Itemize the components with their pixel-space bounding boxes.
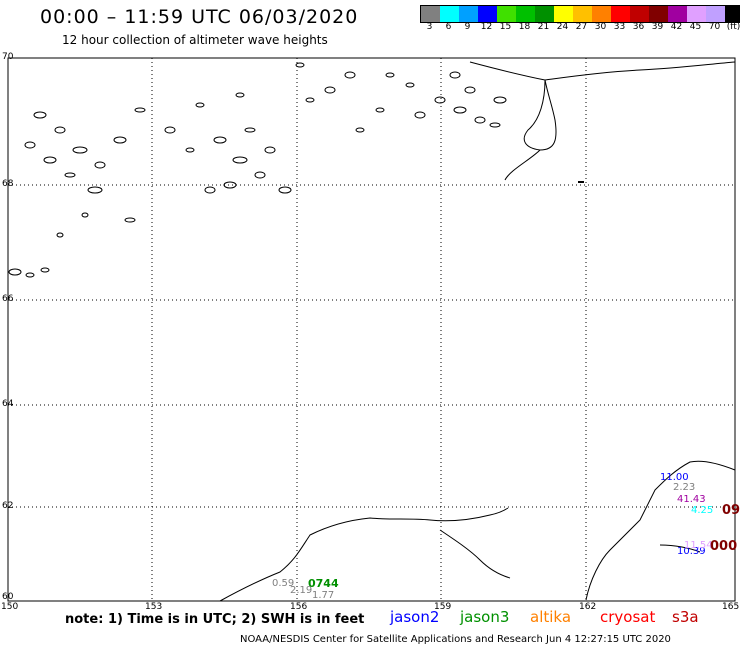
wave-reading: 1.77 xyxy=(312,590,335,601)
wave-reading: 10.39 xyxy=(677,546,706,557)
lat-label-70: 70 xyxy=(2,52,14,62)
wave-reading: 2.19 xyxy=(290,585,313,596)
mission-altika: altika xyxy=(530,608,572,626)
wave-reading: 2.23 xyxy=(673,482,696,493)
legend-swatch xyxy=(459,6,478,22)
page-subtitle: 12 hour collection of altimeter wave hei… xyxy=(62,33,328,47)
legend-label: 12 xyxy=(480,22,493,32)
wave-reading: 000 xyxy=(710,539,738,554)
wave-reading: 11.54 xyxy=(684,540,713,551)
lat-label-68: 68 xyxy=(2,179,14,189)
legend-label: 21 xyxy=(537,22,550,32)
wave-reading: 11.00 xyxy=(660,472,689,483)
mission-cryosat: cryosat xyxy=(600,608,656,626)
sea-ice-fragments xyxy=(8,62,507,278)
legend-swatch xyxy=(535,6,554,22)
legend-label: 39 xyxy=(651,22,664,32)
lat-label-64: 64 xyxy=(2,399,14,409)
color-legend xyxy=(420,5,740,23)
legend-swatch xyxy=(554,6,573,22)
legend-label: (ft) xyxy=(726,22,740,32)
coastline-alaska xyxy=(219,460,736,602)
wave-reading: 0.59 xyxy=(272,578,295,589)
color-legend-labels: 3 6 9 12 15 18 21 24 27 30 33 36 39 42 45 70 (ft) xyxy=(420,22,740,34)
lon-label-153: 153 xyxy=(145,602,163,612)
legend-swatch xyxy=(706,6,725,22)
legend-swatch xyxy=(421,6,440,22)
legend-label: 30 xyxy=(594,22,607,32)
wave-reading: 09 xyxy=(722,503,740,518)
legend-label: 3 xyxy=(426,22,433,32)
legend-swatch xyxy=(516,6,535,22)
legend-label: 27 xyxy=(575,22,588,32)
legend-swatch xyxy=(668,6,687,22)
legend-swatch xyxy=(440,6,459,22)
legend-swatch xyxy=(592,6,611,22)
mission-jason2: jason2 xyxy=(390,608,440,626)
legend-swatch xyxy=(478,6,497,22)
legend-label: 36 xyxy=(632,22,645,32)
wave-reading: 0744 xyxy=(308,577,339,590)
map-frame xyxy=(7,57,736,602)
grid-lines xyxy=(8,58,735,601)
legend-label: 24 xyxy=(556,22,569,32)
lat-label-62: 62 xyxy=(2,501,14,511)
legend-label: 9 xyxy=(464,22,471,32)
wave-reading: 41.43 xyxy=(677,494,706,505)
legend-label: 18 xyxy=(518,22,531,32)
legend-swatch xyxy=(687,6,706,22)
legend-label: 6 xyxy=(445,22,452,32)
legend-swatch xyxy=(611,6,630,22)
legend-label: 15 xyxy=(499,22,512,32)
legend-swatch xyxy=(573,6,592,22)
legend-label: 42 xyxy=(670,22,683,32)
lat-label-60: 60 xyxy=(2,592,14,602)
lat-label-66: 66 xyxy=(2,294,14,304)
page-title: 00:00 – 11:59 UTC 06/03/2020 xyxy=(40,6,359,28)
lon-label-150: 150 xyxy=(1,602,19,612)
mission-s3a: s3a xyxy=(672,608,699,626)
legend-swatch xyxy=(649,6,668,22)
legend-swatch xyxy=(497,6,516,22)
lon-label-156: 156 xyxy=(290,602,308,612)
coastline-arctic xyxy=(469,61,736,183)
credit-line: NOAA/NESDIS Center for Satellite Applica… xyxy=(240,634,671,645)
lon-label-162: 162 xyxy=(579,602,597,612)
mission-jason3: jason3 xyxy=(460,608,510,626)
lon-label-159: 159 xyxy=(434,602,452,612)
legend-swatch xyxy=(725,6,740,22)
legend-swatch xyxy=(630,6,649,22)
legend-label: 70 xyxy=(708,22,721,32)
legend-label: 33 xyxy=(613,22,626,32)
wave-reading: 4.25 xyxy=(691,505,714,516)
legend-label: 45 xyxy=(689,22,702,32)
footer-note: note: 1) Time is in UTC; 2) SWH is in fe… xyxy=(65,612,365,627)
lon-label-165: 165 xyxy=(722,602,740,612)
